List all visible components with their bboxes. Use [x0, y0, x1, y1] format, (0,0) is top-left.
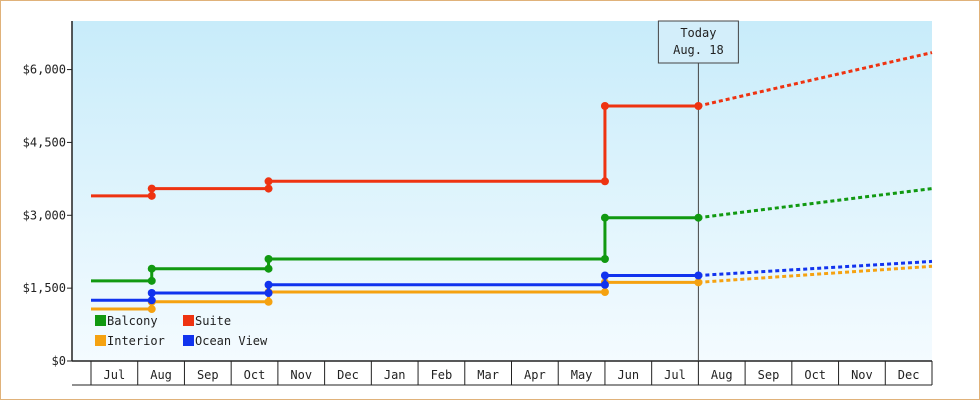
legend-swatch-balcony [95, 315, 106, 326]
today-label: Today [680, 26, 716, 40]
forecast-line-suite [698, 51, 933, 108]
data-point-interior [264, 297, 273, 306]
x-tick-label: Jun [617, 368, 639, 382]
legend-swatch-ocean-view [183, 335, 194, 346]
x-tick-label: Sep [758, 368, 780, 382]
data-point-ocean-view [694, 271, 703, 280]
x-tick-label: Aug [150, 368, 172, 382]
x-tick-label: Jul [104, 368, 126, 382]
x-tick-label: Sep [197, 368, 219, 382]
today-date: Aug. 18 [673, 43, 724, 57]
x-tick-label: Dec [337, 368, 359, 382]
x-tick-label: Mar [477, 368, 499, 382]
legend-label-suite: Suite [195, 314, 231, 328]
data-point-interior [600, 288, 609, 297]
data-point-ocean-view [264, 280, 273, 289]
data-point-suite [147, 191, 156, 200]
legend-label-balcony: Balcony [107, 314, 158, 328]
today-box [657, 20, 739, 64]
x-tick-label: Nov [851, 368, 873, 382]
y-tick-label: $1,500 [23, 281, 66, 295]
data-point-ocean-view [264, 289, 273, 297]
today-marker: Today Aug. 18 [657, 20, 739, 361]
data-point-balcony [147, 276, 156, 285]
legend-swatch-suite [183, 315, 194, 326]
legend-swatch-interior [95, 335, 106, 346]
data-point-balcony [600, 255, 609, 263]
x-tick-label: Aug [711, 368, 733, 382]
data-point-balcony [264, 255, 273, 263]
y-tick-label: $3,000 [23, 208, 66, 222]
data-point-ocean-view [600, 271, 609, 280]
y-tick-label: $4,500 [23, 135, 66, 149]
data-point-ocean-view [600, 280, 609, 289]
x-tick-label: Apr [524, 368, 546, 382]
axes: $0 $1,500 $3,000 $4,500 $6,000 Jul Aug Sep Oct No… [23, 21, 933, 386]
data-point-interior [694, 278, 703, 287]
series-lines [91, 51, 933, 314]
x-tick-label: Oct [244, 368, 266, 382]
x-tick-label: May [571, 368, 593, 382]
legend-label-ocean-view: Ocean View [195, 334, 268, 348]
data-point-suite [147, 184, 156, 193]
forecast-line-balcony [698, 187, 933, 220]
plot-background [72, 21, 932, 361]
y-tick-label: $0 [52, 354, 66, 368]
data-point-suite [600, 177, 609, 186]
x-tick-label: Dec [898, 368, 920, 382]
data-point-balcony [694, 213, 703, 222]
data-point-interior [147, 305, 156, 314]
data-point-balcony [264, 264, 273, 273]
x-tick-label: Nov [290, 368, 312, 382]
x-tick-label: Jan [384, 368, 406, 382]
data-point-balcony [147, 264, 156, 273]
data-point-balcony [600, 213, 609, 222]
data-point-ocean-view [147, 289, 156, 297]
legend: Balcony Suite Interior Ocean View [95, 314, 268, 348]
x-tick-label: Feb [431, 368, 453, 382]
data-point-suite [264, 177, 273, 186]
y-tick-label: $6,000 [23, 63, 66, 77]
data-point-suite [600, 102, 609, 110]
data-point-suite [694, 102, 703, 110]
legend-label-interior: Interior [107, 334, 165, 348]
x-tick-label: Jul [664, 368, 686, 382]
x-tick-label: Oct [804, 368, 826, 382]
data-point-ocean-view [147, 296, 156, 305]
data-point-suite [264, 184, 273, 193]
